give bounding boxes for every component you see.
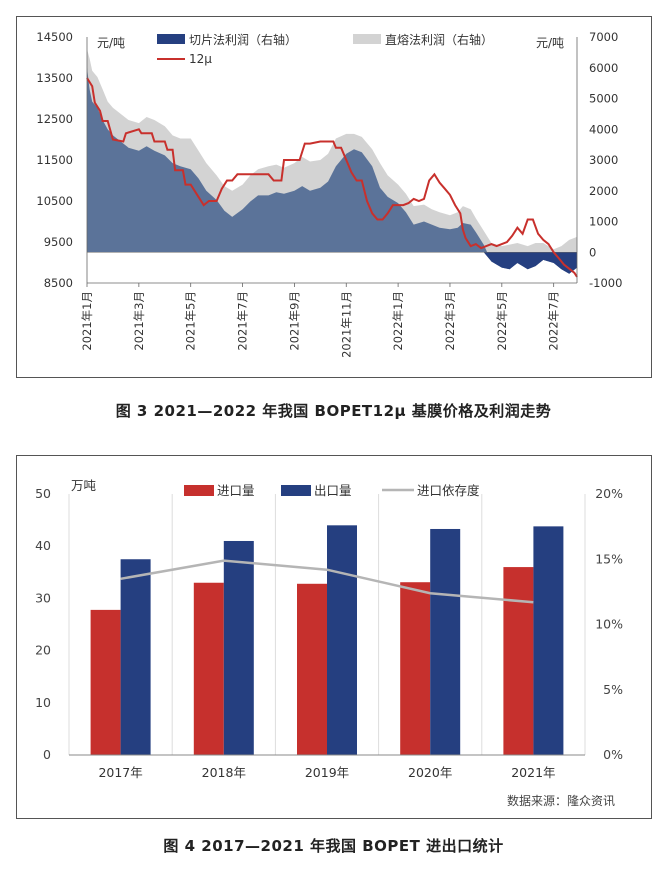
price-profit-chart: 14500 13500 12500 11500 10500 9500 8500 7000 600… — [36, 30, 622, 358]
x-tick-label: 2022年1月 — [391, 291, 405, 351]
right-tick-label: 15% — [595, 551, 623, 566]
chart1-plot: 14500 13500 12500 11500 10500 9500 8500 7000 600… — [36, 30, 622, 358]
import-bar — [297, 583, 327, 755]
right-tick-label: 4000 — [589, 122, 618, 136]
slice-profit-area — [87, 67, 577, 274]
legend-label-slice: 切片法利润（右轴） — [189, 32, 297, 47]
right-tick-label: 10% — [595, 617, 623, 632]
left-tick-label: 10 — [35, 695, 51, 710]
legend-swatch-slice — [157, 34, 185, 44]
x-tick-label: 2021年5月 — [184, 291, 198, 351]
export-bar — [327, 525, 357, 755]
left-tick-label: 11500 — [36, 153, 73, 167]
import-export-chart: 2017年 2018年 2019年 2020年 2021年 0 10 20 30 40 50 0% 5%… — [35, 478, 623, 808]
import-bar — [400, 582, 431, 755]
category-label: 2020年 — [408, 765, 452, 780]
right-tick-label: 0% — [603, 747, 623, 762]
right-tick-label: 5000 — [589, 92, 618, 106]
import-bar — [90, 609, 121, 755]
right-tick-label: 0 — [589, 245, 596, 259]
price-12u-line — [86, 77, 578, 278]
left-tick-label: 30 — [35, 590, 51, 605]
right-tick-label: 3000 — [589, 153, 618, 167]
left-tick-label: 13500 — [36, 71, 73, 85]
legend-label-import: 进口量 — [217, 483, 255, 498]
right-tick-label: 20% — [595, 486, 623, 501]
legend-label-direct: 直熔法利润（右轴） — [385, 32, 493, 47]
category-label: 2018年 — [202, 765, 246, 780]
right-tick-label: -1000 — [589, 276, 622, 290]
x-tick-label: 2022年7月 — [547, 291, 561, 351]
export-bar — [120, 559, 151, 755]
chart1-caption: 图 3 2021—2022 年我国 BOPET12μ 基膜价格及利润走势 — [115, 402, 552, 420]
x-tick-label: 2021年3月 — [132, 291, 146, 351]
legend-label-dependency: 进口依存度 — [417, 483, 480, 498]
category-label: 2017年 — [98, 765, 142, 780]
left-tick-label: 10500 — [36, 194, 73, 208]
legend-label-price: 12μ — [189, 52, 212, 66]
chart1-frame: 14500 13500 12500 11500 10500 9500 8500 7000 600… — [16, 16, 652, 378]
left-tick-label: 12500 — [36, 112, 73, 126]
left-unit-label: 元/吨 — [97, 36, 125, 50]
legend-swatch-export — [281, 485, 311, 496]
import-bar — [193, 582, 224, 755]
x-tick-label: 2021年11月 — [339, 291, 353, 358]
right-tick-label: 6000 — [589, 61, 618, 75]
chart2-plot: 2017年 2018年 2019年 2020年 2021年 0 10 20 30 40 50 0% 5%… — [35, 478, 623, 808]
left-tick-label: 14500 — [36, 30, 73, 44]
x-tick-label: 2022年5月 — [495, 291, 509, 351]
left-tick-label: 0 — [43, 747, 51, 762]
chart2-frame: 2017年 2018年 2019年 2020年 2021年 0 10 20 30 40 50 0% 5%… — [16, 455, 652, 819]
x-tick-label: 2022年3月 — [443, 291, 457, 351]
left-tick-label: 8500 — [44, 276, 73, 290]
category-label: 2021年 — [511, 765, 555, 780]
right-unit-label: 元/吨 — [536, 36, 564, 50]
x-tick-label: 2021年7月 — [236, 291, 250, 351]
export-bar — [223, 540, 254, 755]
dependency-line — [120, 559, 534, 604]
left-tick-label: 40 — [35, 538, 51, 553]
right-tick-label: 5% — [603, 682, 623, 697]
legend-label-export: 出口量 — [314, 483, 352, 498]
x-tick-label: 2021年1月 — [80, 291, 94, 351]
legend-swatch-import — [184, 485, 214, 496]
left-unit-label: 万吨 — [71, 478, 97, 493]
slice-profit-negative-area — [87, 252, 577, 274]
source-note: 数据来源：隆众资讯 — [507, 793, 615, 808]
left-tick-label: 20 — [35, 643, 51, 658]
import-bar — [503, 567, 534, 755]
legend-swatch-direct — [353, 34, 381, 44]
right-tick-label: 7000 — [589, 30, 618, 44]
chart2-caption: 图 4 2017—2021 年我国 BOPET 进出口统计 — [163, 837, 504, 855]
export-bar — [430, 528, 461, 755]
x-tick-label: 2021年9月 — [287, 291, 301, 351]
left-tick-label: 9500 — [44, 235, 73, 249]
export-bar — [533, 526, 564, 755]
category-label: 2019年 — [305, 765, 349, 780]
right-tick-label: 1000 — [589, 215, 618, 229]
left-tick-label: 50 — [35, 486, 51, 501]
right-tick-label: 2000 — [589, 184, 618, 198]
